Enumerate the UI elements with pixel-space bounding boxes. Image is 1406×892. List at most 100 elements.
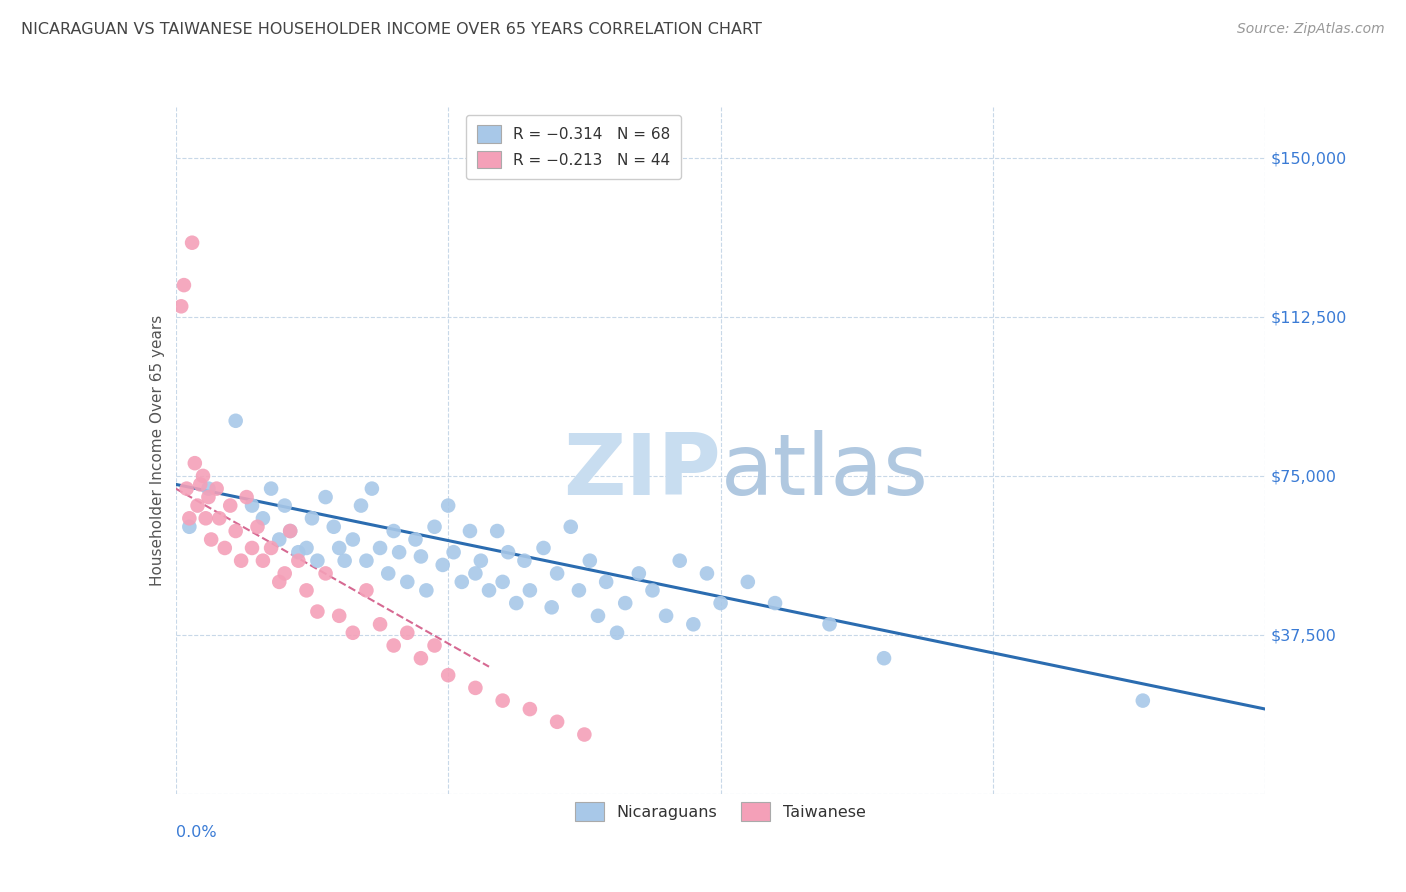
Point [437,499,460,513]
Point [519,583,541,598]
Point [873,651,896,665]
Point [540,600,562,615]
Point [225,414,247,428]
Point [342,625,364,640]
Point [655,608,678,623]
Point [194,511,217,525]
Point [278,524,301,538]
Point [328,608,350,623]
Text: 0.0%: 0.0% [176,825,217,839]
Point [295,541,318,555]
Text: ZIP: ZIP [562,430,721,513]
Point [295,583,318,598]
Point [170,299,193,313]
Point [287,554,309,568]
Y-axis label: Householder Income Over 65 years: Householder Income Over 65 years [149,315,165,586]
Point [315,566,337,581]
Point [560,520,582,534]
Point [269,574,291,589]
Point [737,574,759,589]
Point [240,499,263,513]
Point [763,596,786,610]
Point [405,533,427,547]
Point [315,490,337,504]
Point [450,574,472,589]
Point [377,566,399,581]
Point [307,554,329,568]
Point [696,566,718,581]
Point [458,524,481,538]
Point [269,533,291,547]
Point [274,566,297,581]
Text: Source: ZipAtlas.com: Source: ZipAtlas.com [1237,22,1385,37]
Point [252,511,274,525]
Point [682,617,704,632]
Point [191,469,214,483]
Point [1132,693,1154,707]
Point [360,482,382,496]
Point [818,617,841,632]
Point [231,554,253,568]
Point [342,533,364,547]
Point [368,617,391,632]
Point [200,533,222,547]
Point [409,549,432,564]
Point [478,583,501,598]
Point [396,574,419,589]
Point [188,477,211,491]
Point [423,639,446,653]
Point [574,727,596,741]
Point [176,482,198,496]
Point [614,596,637,610]
Point [350,499,373,513]
Point [486,524,509,538]
Point [568,583,591,598]
Point [505,596,527,610]
Point [287,545,309,559]
Point [579,554,602,568]
Point [423,520,446,534]
Point [409,651,432,665]
Point [333,554,356,568]
Point [668,554,690,568]
Point [322,520,344,534]
Point [246,520,269,534]
Point [214,541,236,555]
Point [492,574,515,589]
Point [368,541,391,555]
Point [464,681,486,695]
Point [252,554,274,568]
Point [396,625,419,640]
Point [464,566,486,581]
Point [181,235,204,250]
Point [710,596,733,610]
Point [179,511,201,525]
Point [606,625,628,640]
Point [219,499,242,513]
Point [388,545,411,559]
Text: atlas: atlas [721,430,928,513]
Point [240,541,263,555]
Point [197,490,219,504]
Point [627,566,650,581]
Point [205,482,228,496]
Point [513,554,536,568]
Point [496,545,519,559]
Text: NICARAGUAN VS TAIWANESE HOUSEHOLDER INCOME OVER 65 YEARS CORRELATION CHART: NICARAGUAN VS TAIWANESE HOUSEHOLDER INCO… [21,22,762,37]
Point [301,511,323,525]
Point [519,702,541,716]
Point [225,524,247,538]
Point [586,608,609,623]
Point [641,583,664,598]
Point [415,583,437,598]
Point [595,574,617,589]
Point [278,524,301,538]
Point [382,524,405,538]
Point [470,554,492,568]
Point [186,499,209,513]
Point [382,639,405,653]
Point [197,482,219,496]
Point [274,499,297,513]
Point [208,511,231,525]
Point [260,482,283,496]
